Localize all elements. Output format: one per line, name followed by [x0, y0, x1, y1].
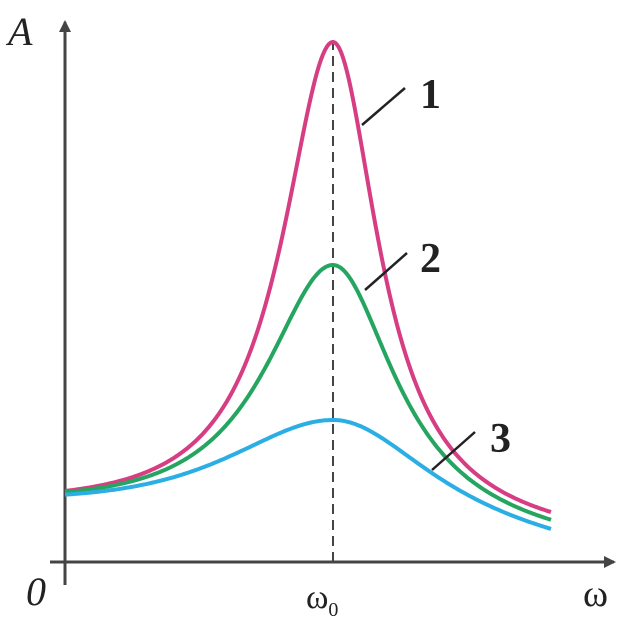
curve-label: 1	[420, 72, 441, 118]
curve-label: 3	[490, 416, 511, 462]
leader-3	[431, 431, 476, 471]
curve-3	[64, 418, 552, 531]
x-label: ω	[583, 573, 608, 615]
subscript: 0	[328, 599, 338, 619]
omega: ω	[306, 579, 328, 616]
curve-label: 2	[420, 236, 441, 282]
resonance-label: ω0	[306, 579, 338, 619]
leader-1	[361, 87, 406, 126]
leader-2	[364, 252, 408, 291]
curve-2	[64, 262, 552, 522]
y-label: A	[5, 9, 33, 54]
origin-label: 0	[26, 569, 46, 614]
curve-1	[64, 39, 552, 514]
